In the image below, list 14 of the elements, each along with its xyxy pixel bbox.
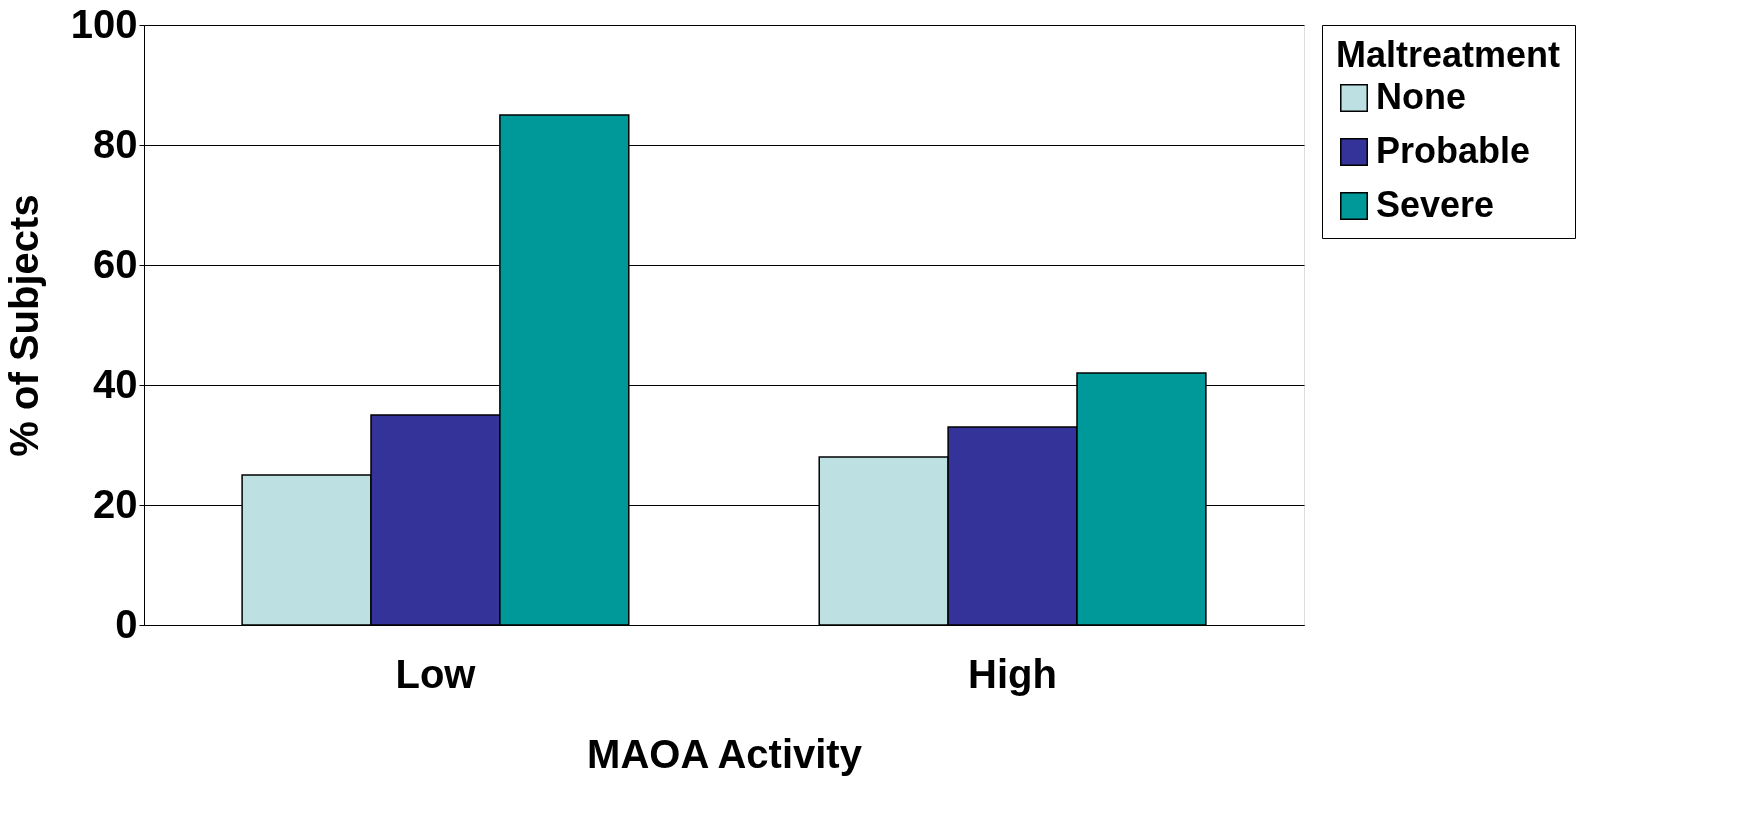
legend-label: None [1376, 76, 1466, 117]
x-tick-label: High [968, 651, 1057, 696]
y-tick-label: 80 [93, 121, 138, 166]
y-tick-label: 0 [115, 601, 138, 646]
y-tick-label: 20 [93, 481, 138, 526]
y-tick-label: 100 [70, 1, 138, 46]
y-tick-label: 60 [93, 241, 138, 286]
y-tick-label: 40 [93, 361, 138, 406]
y-axis-title: % of Subjects [1, 194, 46, 457]
x-axis-title: MAOA Activity [587, 731, 863, 776]
x-tick-label: Low [395, 651, 477, 696]
legend-title: Maltreatment [1336, 34, 1561, 75]
legend-label: Severe [1376, 184, 1495, 225]
legend-label: Probable [1376, 130, 1531, 171]
